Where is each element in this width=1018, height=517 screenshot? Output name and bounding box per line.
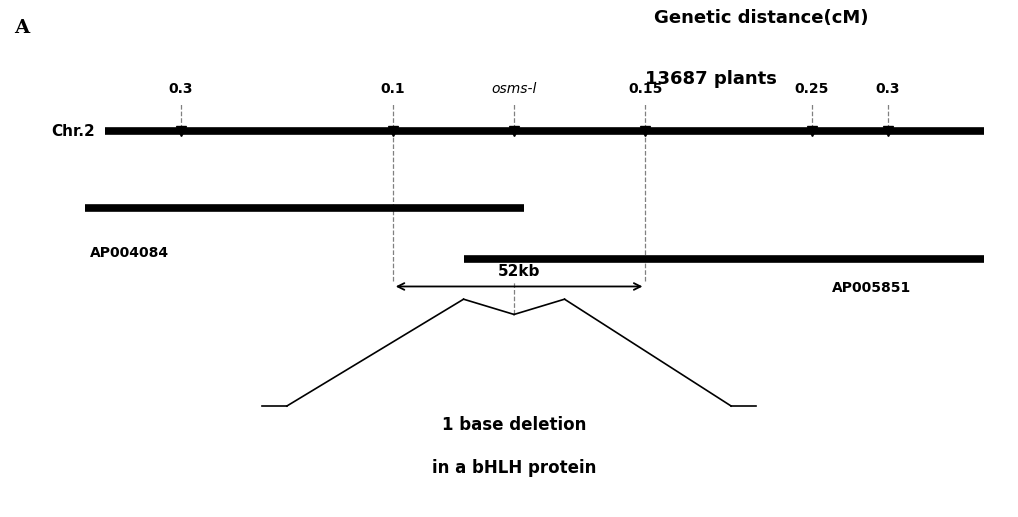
Text: Genetic distance(cM): Genetic distance(cM): [655, 9, 868, 27]
Text: 1 base deletion: 1 base deletion: [442, 416, 586, 434]
Text: AP005851: AP005851: [832, 281, 911, 295]
Text: 0.1: 0.1: [381, 82, 405, 96]
Text: 0.25: 0.25: [795, 82, 829, 96]
Text: in a bHLH protein: in a bHLH protein: [432, 460, 597, 477]
Text: 13687 plants: 13687 plants: [645, 70, 777, 88]
Text: 0.3: 0.3: [169, 82, 193, 96]
Text: Chr.2: Chr.2: [51, 124, 95, 139]
Text: A: A: [14, 20, 30, 37]
Text: 0.3: 0.3: [875, 82, 900, 96]
Text: 0.15: 0.15: [628, 82, 663, 96]
Text: osms-l: osms-l: [492, 82, 536, 96]
Text: 52kb: 52kb: [498, 264, 541, 279]
Text: AP004084: AP004084: [90, 246, 169, 260]
